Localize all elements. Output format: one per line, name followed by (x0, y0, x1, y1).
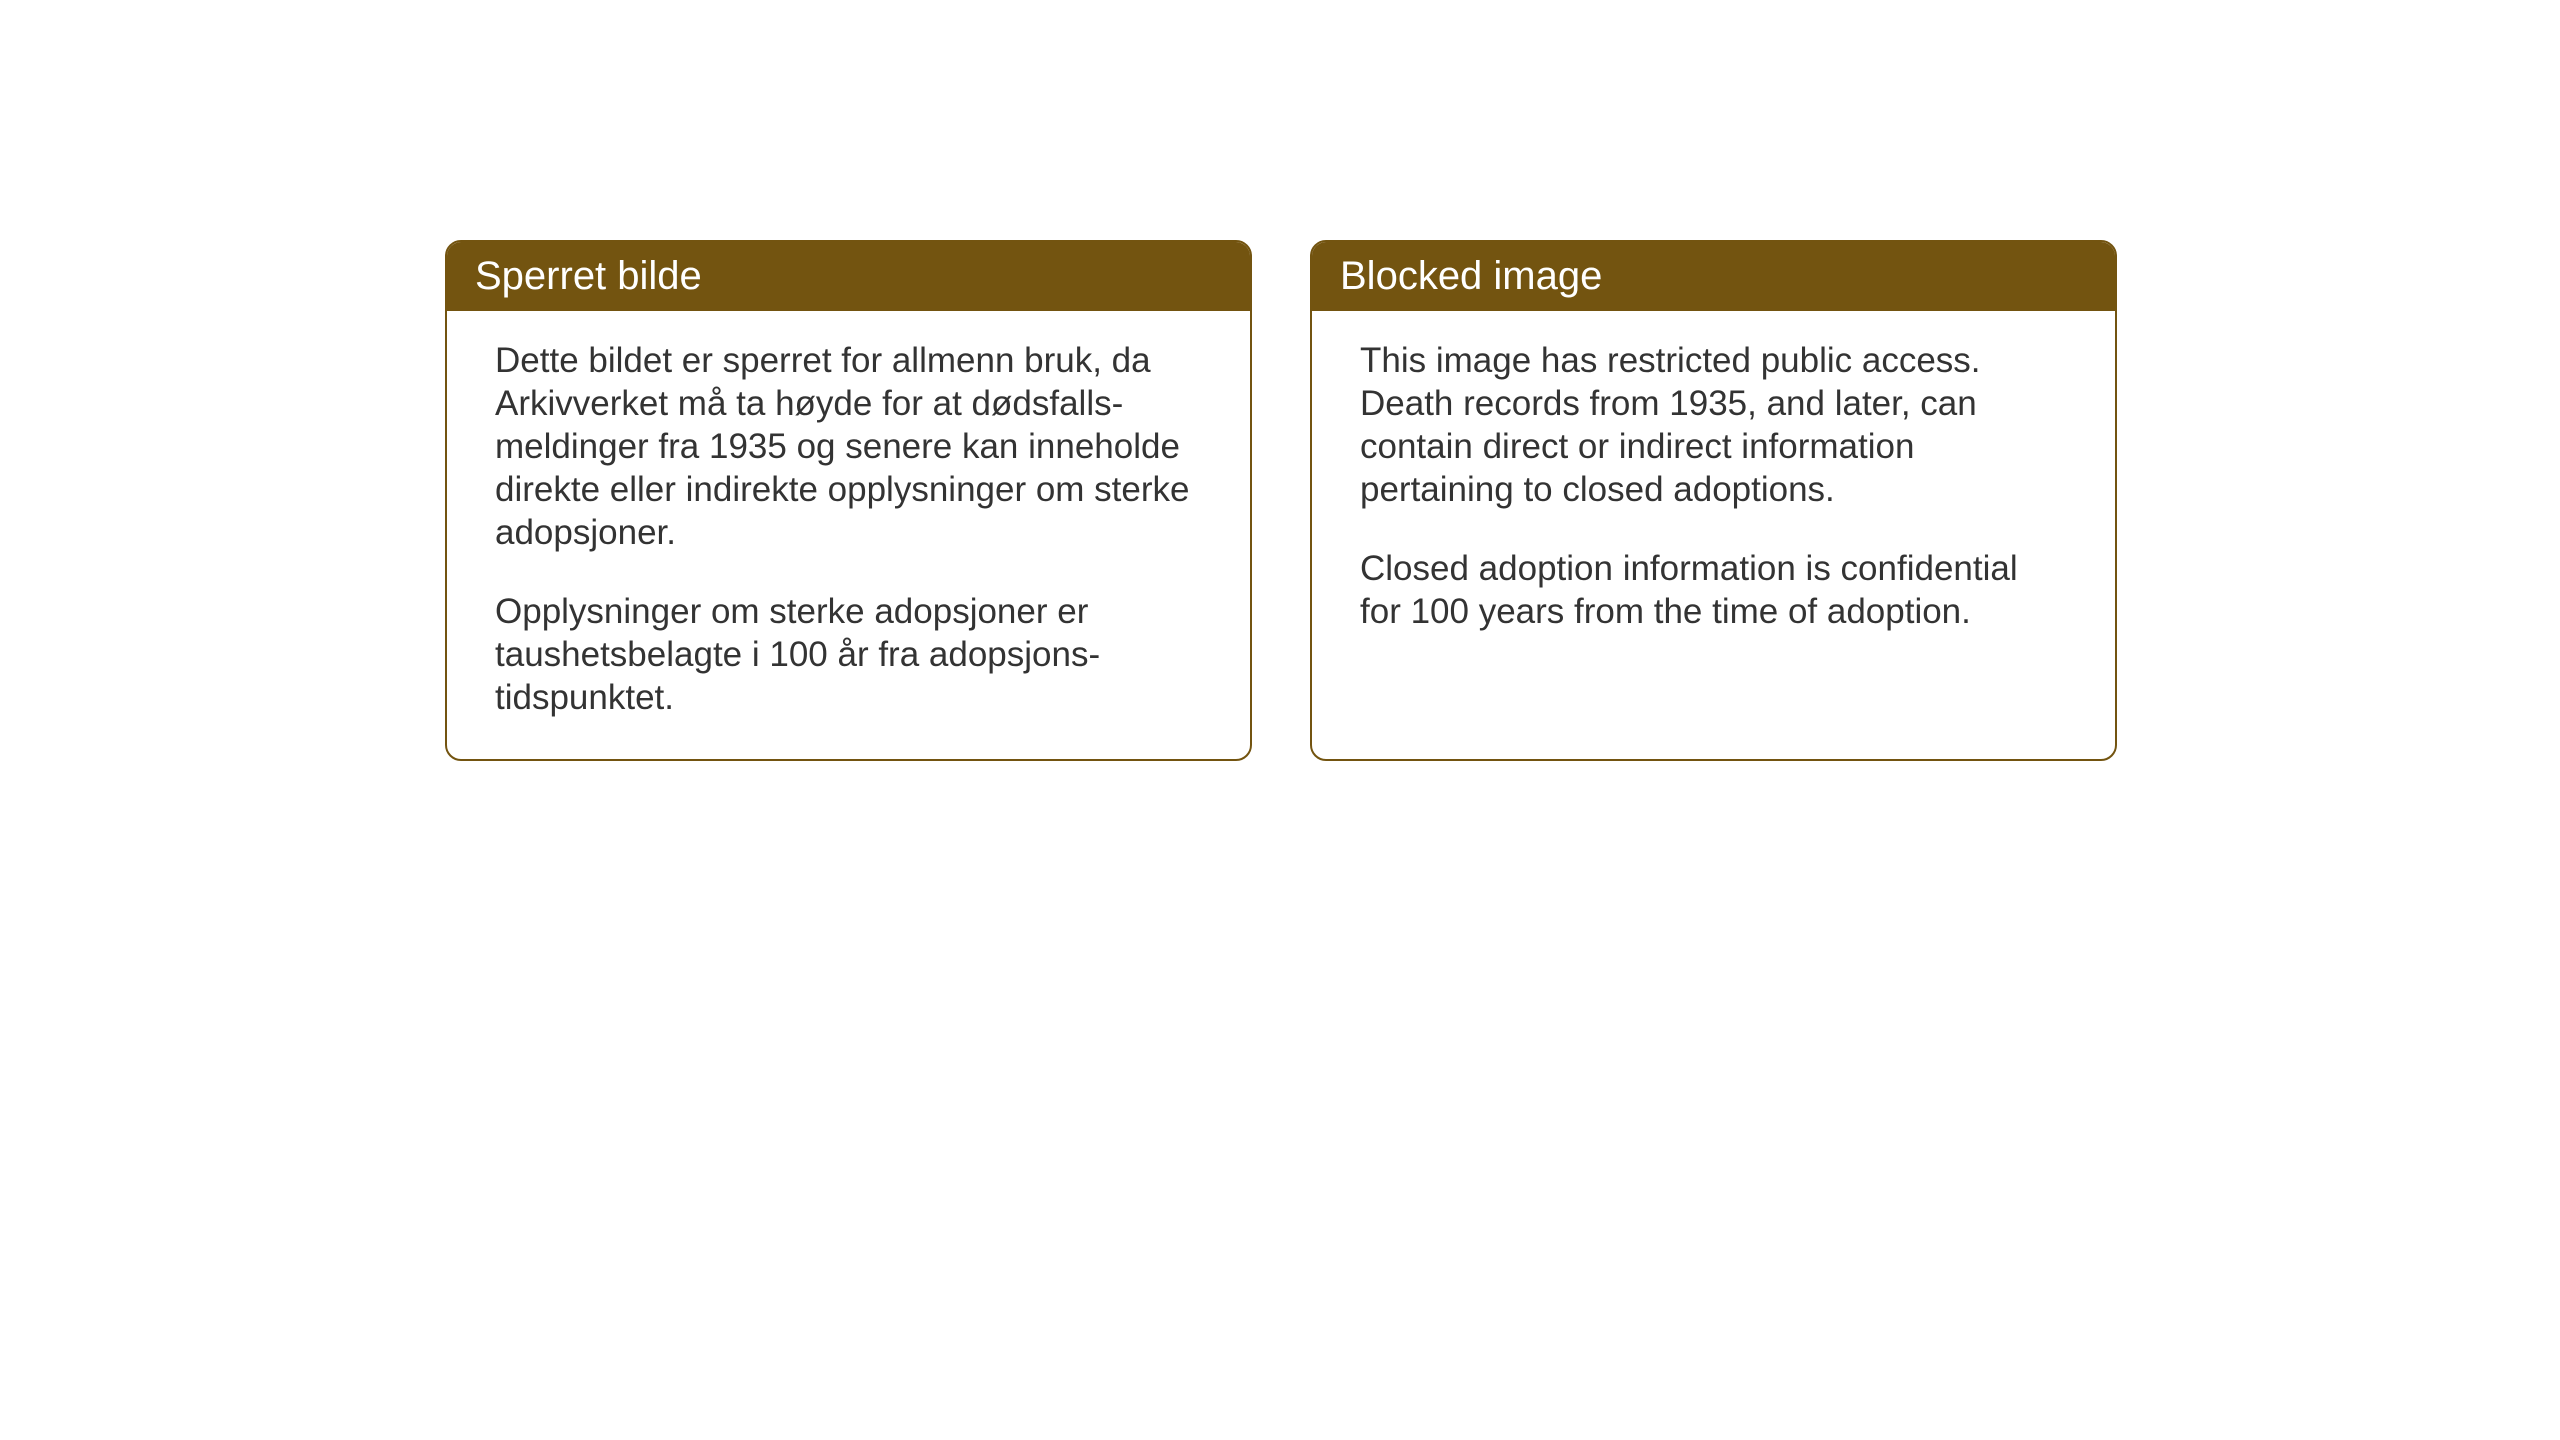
norwegian-card-header: Sperret bilde (447, 242, 1250, 311)
norwegian-card-paragraph-2: Opplysninger om sterke adopsjoner er tau… (495, 590, 1202, 719)
english-card-title: Blocked image (1340, 254, 1602, 298)
english-card-paragraph-1: This image has restricted public access.… (1360, 339, 2067, 511)
english-card: Blocked image This image has restricted … (1310, 240, 2117, 761)
norwegian-card-body: Dette bildet er sperret for allmenn bruk… (447, 311, 1250, 759)
norwegian-card: Sperret bilde Dette bildet er sperret fo… (445, 240, 1252, 761)
english-card-paragraph-2: Closed adoption information is confident… (1360, 547, 2067, 633)
norwegian-card-title: Sperret bilde (475, 254, 702, 298)
card-container: Sperret bilde Dette bildet er sperret fo… (445, 240, 2117, 761)
english-card-body: This image has restricted public access.… (1312, 311, 2115, 673)
norwegian-card-paragraph-1: Dette bildet er sperret for allmenn bruk… (495, 339, 1202, 554)
english-card-header: Blocked image (1312, 242, 2115, 311)
